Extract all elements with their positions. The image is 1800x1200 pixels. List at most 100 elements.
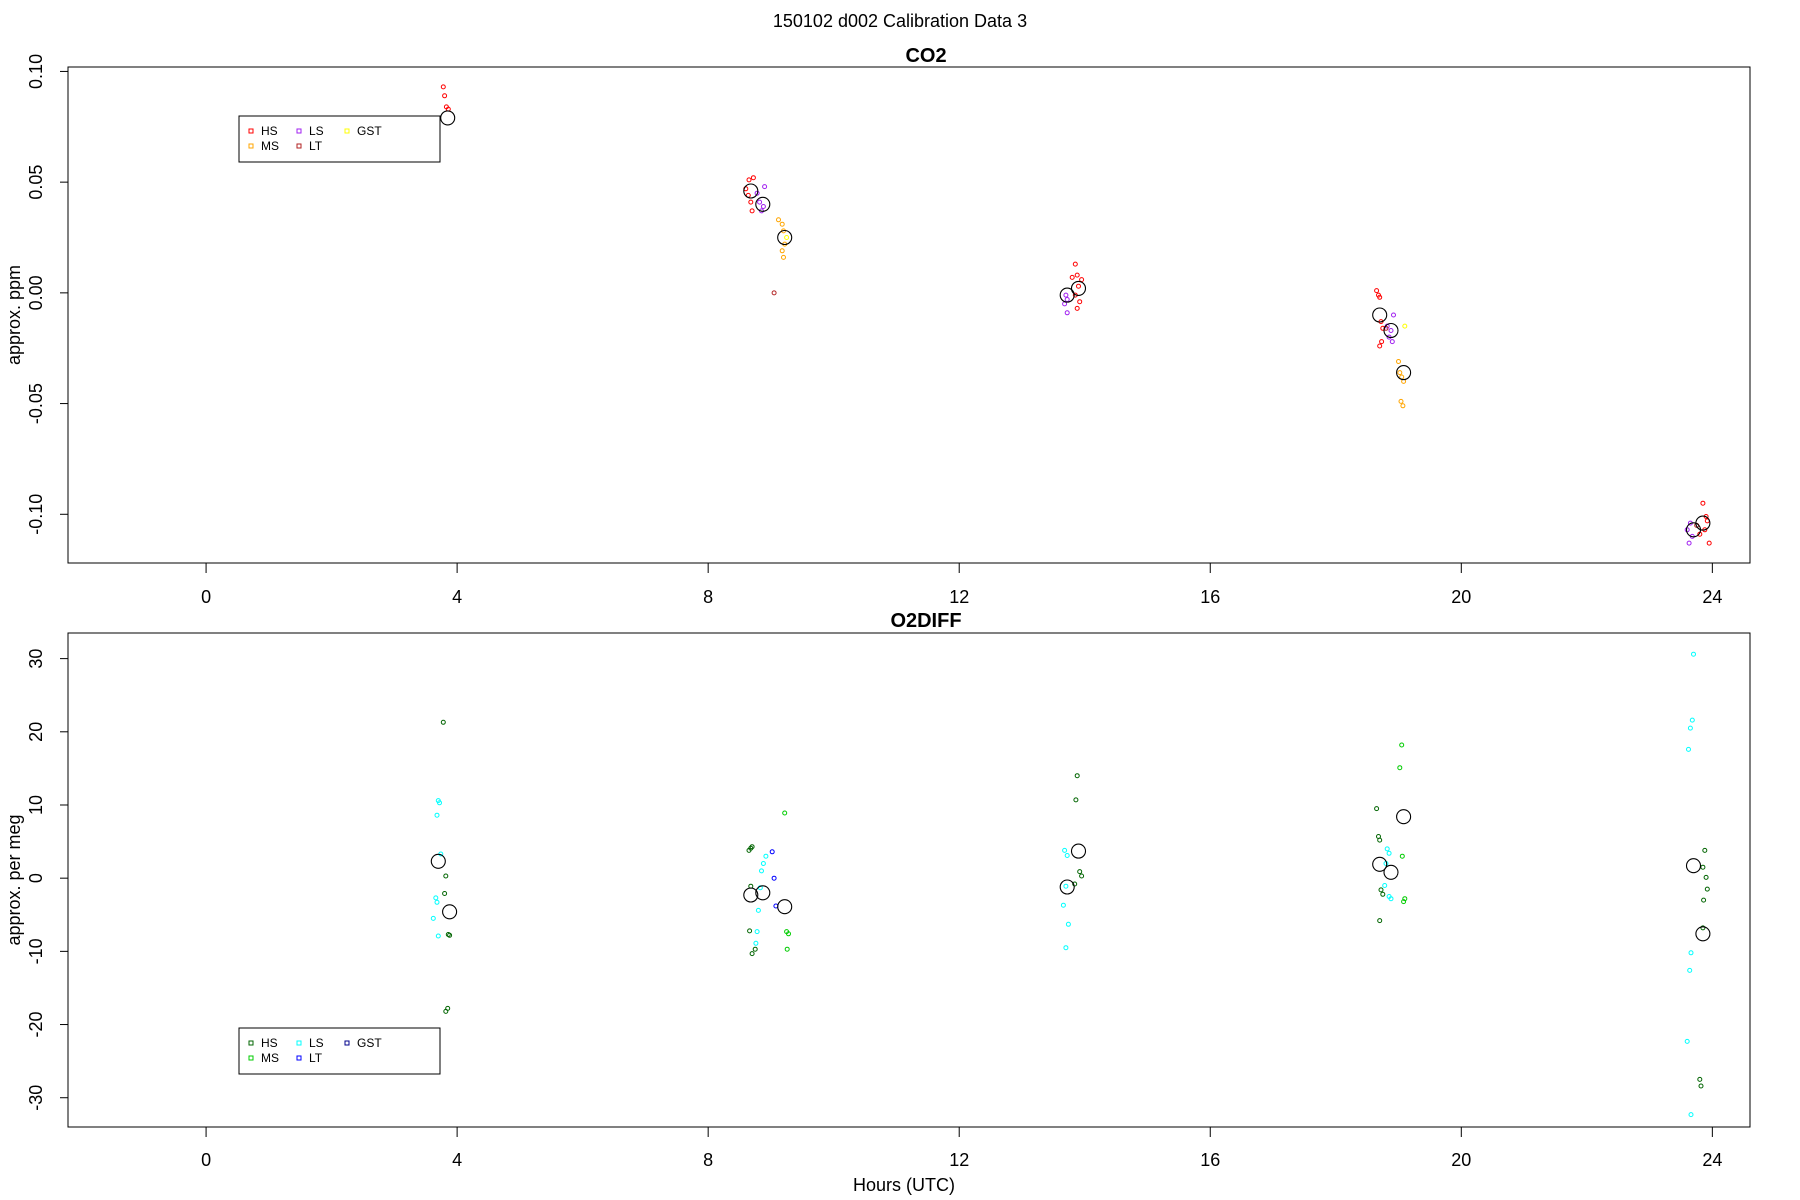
- co2-legend-label: MS: [261, 139, 279, 153]
- co2-hs-point: [746, 177, 752, 183]
- o2diff-legend-label: GST: [357, 1036, 382, 1050]
- o2diff-hs-point: [1378, 887, 1384, 893]
- co2-ls-point: [1388, 328, 1394, 333]
- o2diff-y-tick-label: 30: [26, 649, 46, 669]
- o2diff-mean-point: [430, 853, 446, 869]
- o2diff-hs-point: [747, 928, 753, 934]
- o2diff-x-tick-label: 8: [703, 1150, 713, 1170]
- o2diff-ls-point: [434, 812, 440, 818]
- co2-ls-point: [762, 184, 768, 190]
- co2-mean-point: [1059, 287, 1075, 303]
- co2-hs-point: [1069, 274, 1075, 280]
- o2diff-ls-point: [1064, 853, 1070, 858]
- o2diff-ms-point: [1401, 899, 1407, 905]
- o2diff-ms-point: [1399, 742, 1405, 748]
- o2diff-legend-label: MS: [261, 1051, 279, 1065]
- o2diff-ls-point: [1063, 945, 1069, 951]
- o2diff-mean-point: [1396, 809, 1412, 825]
- co2-ms-point: [779, 221, 785, 227]
- co2-hs-point: [1079, 277, 1085, 283]
- co2-mean-point: [1396, 365, 1412, 381]
- co2-hs-point: [1700, 500, 1706, 506]
- o2diff-ms-point: [1402, 896, 1408, 902]
- co2-hs-point: [749, 208, 755, 214]
- o2diff-hs-point: [1701, 897, 1707, 903]
- o2diff-x-tick-label: 4: [452, 1150, 462, 1170]
- co2-ls-point: [1686, 540, 1692, 546]
- o2diff-x-tick-label: 24: [1702, 1150, 1722, 1170]
- co2-hs-point: [1077, 299, 1083, 305]
- co2-hs-point: [440, 84, 446, 90]
- o2diff-ls-point: [1062, 847, 1068, 853]
- o2diff-hs-point: [1380, 891, 1386, 897]
- o2diff-mean-point: [777, 899, 793, 915]
- o2diff-hs-point: [1700, 864, 1706, 870]
- o2diff-hs-point: [443, 873, 449, 879]
- o2diff-panel: O2DIFF 0 4 8 12 16 20 24 -30 -20 -10 0 10 20 30 appr…: [4, 610, 1751, 1170]
- co2-x-tick-label: 16: [1200, 587, 1220, 607]
- co2-legend-swatch: [344, 128, 350, 134]
- co2-legend-label: LS: [309, 124, 324, 138]
- o2diff-hs-point: [443, 1008, 449, 1014]
- o2diff-hs-point: [746, 847, 752, 853]
- o2diff-mean-point: [1383, 864, 1399, 880]
- co2-y-tick-label: 0.00: [26, 275, 46, 310]
- o2diff-ms-point: [784, 946, 790, 952]
- o2diff-ls-point: [1388, 896, 1394, 902]
- o2diff-ls-point: [1384, 846, 1390, 852]
- o2diff-legend-label: LT: [309, 1051, 323, 1065]
- co2-ls-point: [760, 204, 766, 209]
- co2-x-tick-label: 20: [1451, 587, 1471, 607]
- o2diff-ls-point: [1060, 902, 1066, 908]
- co2-hs-point: [1706, 540, 1712, 546]
- o2diff-hs-point: [1704, 886, 1710, 892]
- o2diff-hs-point: [442, 891, 448, 896]
- o2diff-ls-point: [1688, 1112, 1694, 1118]
- co2-legend-label: LT: [309, 139, 323, 153]
- o2diff-hs-point: [1703, 874, 1709, 880]
- co2-ls-point: [1391, 312, 1396, 318]
- co2-hs-point: [1377, 294, 1383, 300]
- o2diff-legend-swatch: [344, 1040, 350, 1046]
- co2-hs-point: [1074, 272, 1080, 278]
- co2-mean-point: [1695, 515, 1711, 531]
- o2diff-legend-swatch: [248, 1055, 254, 1061]
- o2diff-ls-point: [760, 861, 766, 866]
- co2-mean-point: [743, 183, 759, 199]
- co2-y-axis-label: approx. ppm: [4, 265, 24, 365]
- o2diff-x-axis: 0 4 8 12 16 20 24: [201, 1126, 1722, 1170]
- co2-panel-title: CO2: [905, 45, 946, 67]
- co2-mean-point: [777, 229, 793, 246]
- co2-ls-point: [1063, 292, 1069, 298]
- o2diff-mean-point: [1372, 856, 1388, 872]
- o2diff-ls-point: [1382, 883, 1388, 888]
- o2diff-hs-point: [749, 844, 755, 850]
- o2diff-hs-point: [1702, 847, 1708, 853]
- o2diff-legend-swatch: [296, 1055, 302, 1061]
- co2-hs-point: [442, 93, 448, 99]
- o2diff-hs-point: [1077, 869, 1083, 875]
- o2diff-legend-swatch: [248, 1040, 254, 1046]
- co2-y-tick-label: 0.10: [26, 54, 46, 89]
- o2diff-y-axis: -30 -20 -10 0 10 20 30: [26, 649, 69, 1111]
- o2diff-ls-point: [759, 868, 764, 874]
- o2diff-legend-box: [238, 1027, 441, 1075]
- co2-ls-point: [754, 190, 760, 196]
- o2diff-y-tick-label: -10: [26, 938, 46, 964]
- co2-hs-point: [1379, 339, 1385, 345]
- o2diff-y-tick-label: 20: [26, 722, 46, 742]
- o2diff-ls-point: [433, 895, 439, 901]
- co2-ms-point: [1396, 359, 1401, 364]
- co2-mean-point: [440, 110, 456, 126]
- o2diff-hs-point: [1079, 873, 1085, 879]
- o2diff-hs-point: [1697, 1076, 1703, 1082]
- co2-ms-point: [1398, 398, 1404, 404]
- co2-y-tick-label: -0.05: [26, 383, 46, 424]
- o2diff-hs-point: [1073, 797, 1079, 803]
- o2diff-y-tick-label: 0: [26, 873, 46, 883]
- co2-legend-swatch: [248, 128, 254, 134]
- o2diff-mean-point: [1685, 858, 1702, 874]
- co2-ms-point: [779, 248, 785, 254]
- co2-ms-point: [1397, 370, 1403, 376]
